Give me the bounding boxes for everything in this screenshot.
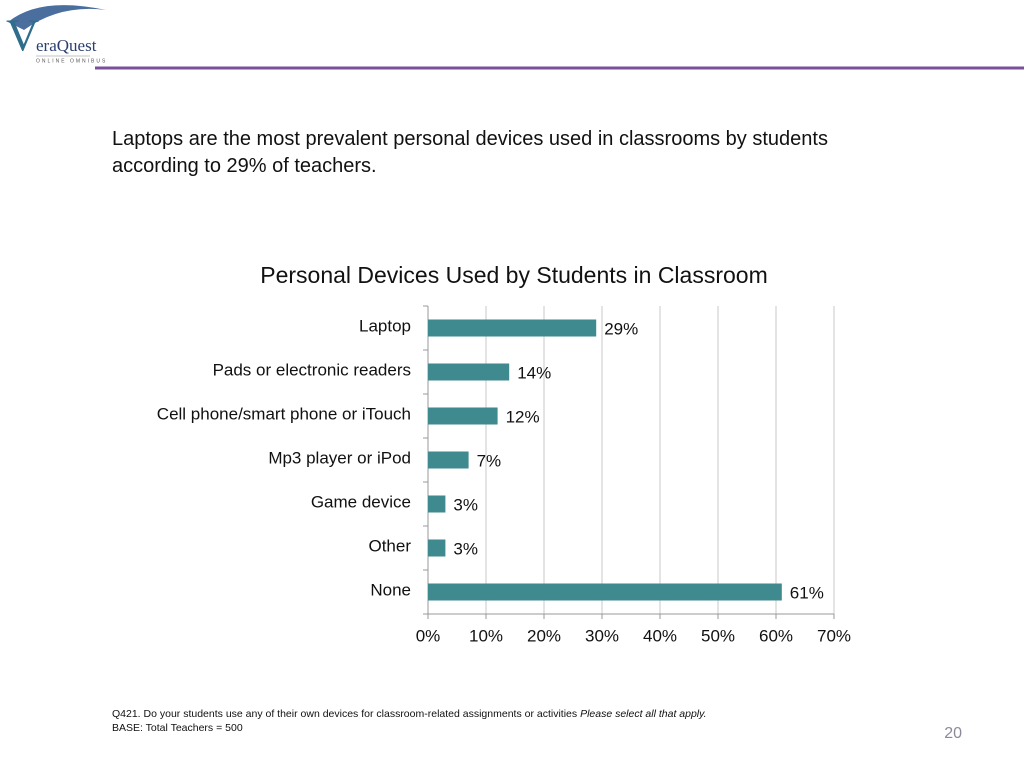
question-text: Q421. Do your students use any of their … <box>112 708 578 720</box>
category-label: Other <box>368 536 411 555</box>
value-label: 61% <box>790 583 824 602</box>
bar <box>428 363 510 381</box>
value-label: 7% <box>477 451 502 470</box>
category-label: Game device <box>311 492 411 511</box>
x-tick-label: 0% <box>416 626 441 645</box>
value-label: 14% <box>517 363 551 382</box>
footnote: Q421. Do your students use any of their … <box>112 707 707 735</box>
x-tick-label: 20% <box>527 626 561 645</box>
value-label: 12% <box>506 407 540 426</box>
logo-tagline: ONLINE OMNIBUS <box>36 58 107 64</box>
x-tick-label: 40% <box>643 626 677 645</box>
x-tick-label: 50% <box>701 626 735 645</box>
base: BASE: Total Teachers = 500 <box>112 722 243 734</box>
category-label: Laptop <box>359 316 411 335</box>
bar <box>428 539 446 557</box>
bar <box>428 451 469 469</box>
category-label: Cell phone/smart phone or iTouch <box>157 404 411 423</box>
logo-letter: V <box>6 10 39 61</box>
page-number: 20 <box>944 725 962 742</box>
headline: Laptops are the most prevalent personal … <box>112 128 828 177</box>
x-tick-label: 10% <box>469 626 503 645</box>
x-tick-label: 60% <box>759 626 793 645</box>
category-label: None <box>370 580 411 599</box>
value-label: 3% <box>453 495 478 514</box>
question: Q421. Do your students use any of their … <box>112 707 707 721</box>
instruction: Please select all that apply. <box>580 708 707 720</box>
logo-name: eraQuest <box>36 36 97 55</box>
chart-title: Personal Devices Used by Students in Cla… <box>260 262 768 288</box>
bar <box>428 407 498 425</box>
x-tick-label: 70% <box>817 626 851 645</box>
x-tick-label: 30% <box>585 626 619 645</box>
value-label: 29% <box>604 319 638 338</box>
value-label: 3% <box>453 539 478 558</box>
category-label: Pads or electronic readers <box>213 360 411 379</box>
logo-swoosh <box>8 5 106 30</box>
logo: V eraQuest ONLINE OMNIBUS <box>6 5 107 64</box>
bar <box>428 583 782 601</box>
bar <box>428 495 446 513</box>
category-label: Mp3 player or iPod <box>268 448 411 467</box>
bar <box>428 319 597 337</box>
